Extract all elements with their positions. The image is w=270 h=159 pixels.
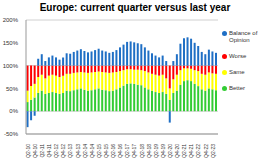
svg-text:150%: 150% [8,40,19,46]
svg-text:Q2-23: Q2-23 [210,144,216,158]
svg-text:Q4-14: Q4-14 [89,144,95,158]
svg-text:Q4-20: Q4-20 [174,144,180,158]
svg-text:Q2-20: Q2-20 [167,144,173,158]
svg-text:-50%: -50% [8,131,19,137]
svg-text:Q4-12: Q4-12 [60,144,66,158]
svg-text:Q2-21: Q2-21 [181,144,187,158]
svg-text:Q4-13: Q4-13 [75,144,81,158]
svg-text:Q2-10: Q2-10 [25,144,31,158]
svg-text:Q4-11: Q4-11 [46,144,52,158]
svg-text:0%: 0% [9,108,18,114]
html-text:Better: Better [229,85,245,91]
svg-text:Q2-13: Q2-13 [67,144,73,158]
svg-text:Q4-16: Q4-16 [117,144,123,158]
html-text:Worse: Worse [229,53,247,59]
svg-text:Q4-19: Q4-19 [160,144,166,158]
svg-text:Q4-15: Q4-15 [103,144,109,158]
svg-text:Q4-10: Q4-10 [32,144,38,158]
svg-text:Q2-17: Q2-17 [124,144,130,158]
html-text:Europe: current quarter versus: Europe: current quarter versus last year [39,2,231,13]
svg-text:Q2-16: Q2-16 [110,144,116,158]
svg-text:200%: 200% [8,17,19,23]
svg-text:Q4-21: Q4-21 [188,144,194,158]
html-text:Same: Same [229,69,245,75]
svg-text:Q4-18: Q4-18 [146,144,152,158]
svg-text:Q2-18: Q2-18 [139,144,145,158]
svg-text:50%: 50% [8,86,19,92]
svg-text:Q2-19: Q2-19 [153,144,159,158]
svg-text:Q2-14: Q2-14 [82,144,88,158]
svg-text:Q4-22: Q4-22 [203,144,209,158]
svg-text:Q2-22: Q2-22 [195,144,201,158]
svg-text:Q2-11: Q2-11 [39,144,45,158]
html-text:Balance of Opinion: Balance of Opinion [229,30,258,43]
svg-text:100%: 100% [8,63,19,69]
svg-text:Q4-17: Q4-17 [131,144,137,158]
svg-text:Q2-12: Q2-12 [53,144,59,158]
svg-text:Q2-15: Q2-15 [96,144,102,158]
